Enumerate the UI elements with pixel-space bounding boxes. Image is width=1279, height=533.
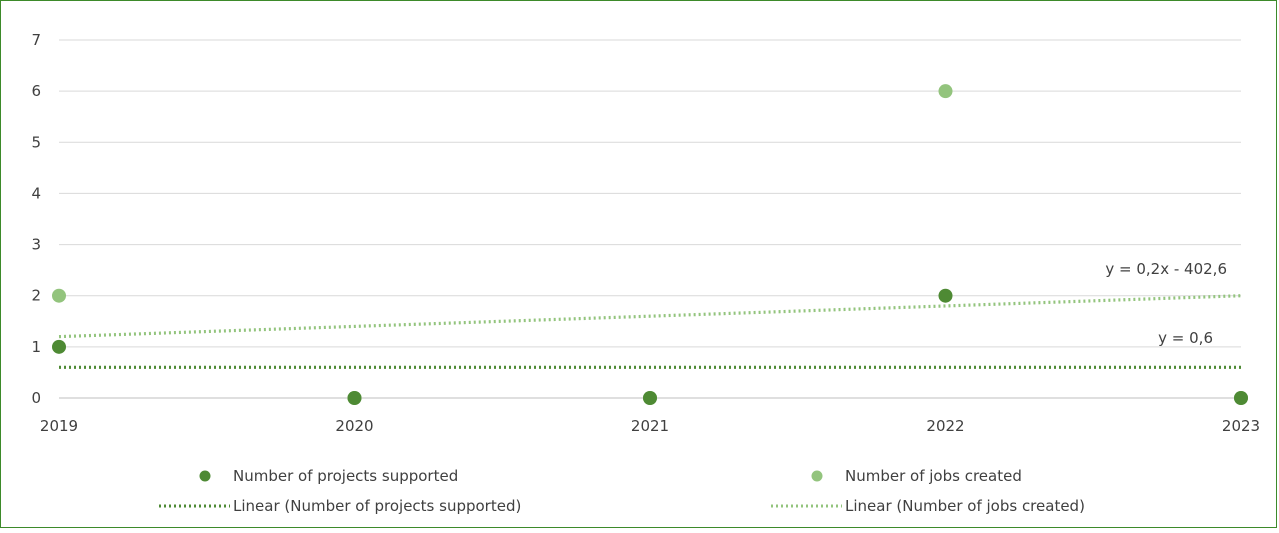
trendline-2 — [58, 294, 1242, 339]
trendline-equation-projects: y = 0,6 — [1158, 329, 1213, 347]
data-points — [52, 84, 1248, 405]
point-series-1 — [938, 288, 953, 303]
y-tick-label: 0 — [31, 389, 41, 407]
point-series-2 — [52, 288, 66, 303]
y-tick-label: 2 — [31, 287, 41, 305]
trendline-equation-jobs: y = 0,2x - 402,6 — [1105, 260, 1227, 278]
legend: Number of projects supported Number of jo… — [159, 467, 1085, 515]
y-tick-label: 3 — [31, 236, 41, 254]
legend-label: Linear (Number of jobs created) — [845, 497, 1085, 515]
x-tick-label: 2021 — [631, 417, 669, 435]
point-series-1 — [1234, 391, 1248, 405]
y-axis-labels: 0 1 2 3 4 5 6 7 — [31, 31, 41, 407]
trendlines — [58, 294, 1242, 369]
x-tick-label: 2020 — [335, 417, 373, 435]
y-tick-label: 1 — [31, 338, 41, 356]
legend-label: Number of jobs created — [845, 467, 1022, 485]
trendline-equations: y = 0,2x - 402,6 y = 0,6 — [1105, 260, 1227, 347]
x-tick-label: 2023 — [1222, 417, 1260, 435]
legend-label: Number of projects supported — [233, 467, 458, 485]
point-series-1 — [52, 339, 66, 354]
legend-marker — [811, 470, 823, 482]
y-tick-label: 6 — [31, 82, 41, 100]
y-tick-label: 7 — [31, 31, 41, 49]
x-tick-label: 2019 — [40, 417, 78, 435]
point-series-1 — [643, 391, 657, 405]
point-series-2 — [938, 84, 953, 99]
point-series-1 — [347, 391, 362, 405]
y-tick-label: 4 — [31, 184, 41, 202]
y-tick-label: 5 — [31, 133, 41, 151]
legend-marker — [199, 470, 211, 482]
x-tick-label: 2022 — [926, 417, 964, 435]
legend-label: Linear (Number of projects supported) — [233, 497, 521, 515]
gridlines — [59, 39, 1241, 399]
x-axis-labels: 2019 2020 2021 2022 2023 — [40, 417, 1260, 435]
